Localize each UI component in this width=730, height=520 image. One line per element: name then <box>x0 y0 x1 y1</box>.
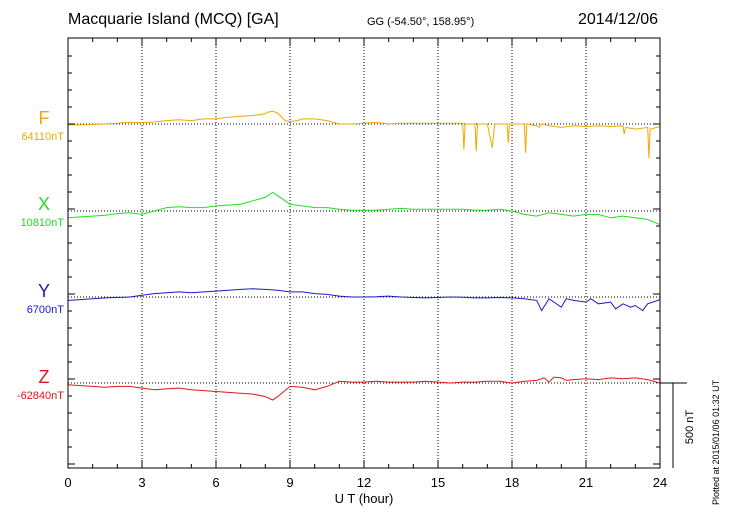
grid-lines <box>141 38 587 468</box>
x-tick-label: 0 <box>64 475 71 490</box>
scale-bar-label: 500 nT <box>684 410 696 445</box>
series-letter-x: X <box>37 194 50 214</box>
plotted-timestamp: Plotted at 2015/01/06 01:32 UT <box>711 379 721 505</box>
plot-date: 2014/12/06 <box>578 11 659 28</box>
scale-bar: 500 nT <box>660 382 696 468</box>
x-tick-label: 21 <box>579 475 593 490</box>
x-tick-label: 18 <box>505 475 519 490</box>
series-letter-f: F <box>38 108 50 128</box>
series-line-f <box>68 110 661 159</box>
series-baseline-f: 64110nT <box>21 131 64 143</box>
station-title: Macquarie Island (MCQ) [GA] <box>68 11 279 28</box>
x-tick-label: 3 <box>138 475 145 490</box>
plot-frame <box>67 37 661 469</box>
series-letter-z: Z <box>38 367 50 387</box>
x-tick-label: 24 <box>653 475 667 490</box>
x-tick-label: 15 <box>431 475 445 490</box>
series-line-y <box>67 288 661 312</box>
x-tick-label: 12 <box>357 475 371 490</box>
series-lines <box>67 110 661 401</box>
series-line-z <box>67 376 661 401</box>
series-baseline-z: -62840nT <box>16 390 64 402</box>
x-tick-label: 9 <box>286 475 293 490</box>
axis-ticks: 0 3 6 9 12 15 18 21 24 <box>64 38 667 490</box>
series-baseline-x: 10810nT <box>20 217 64 229</box>
series-letter-y: Y <box>37 281 50 301</box>
x-axis-label: U T (hour) <box>335 491 394 506</box>
series-baseline-y: 6700nT <box>26 304 64 316</box>
x-tick-label: 6 <box>212 475 219 490</box>
series-line-x <box>67 191 661 226</box>
geographic-coordinates: GG (-54.50°, 158.95°) <box>367 16 475 28</box>
